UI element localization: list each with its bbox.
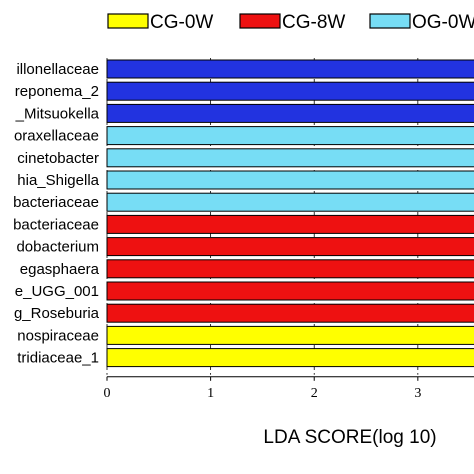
category-label-10: e_UGG_001: [15, 283, 99, 300]
category-label-3: oraxellaceae: [14, 128, 99, 145]
category-label-1: reponema_2: [15, 83, 99, 100]
bar-1: [106, 81, 474, 101]
category-label-5: hia_Shigella: [17, 172, 99, 189]
category-label-7: bacteriaceae: [13, 216, 99, 233]
x-axis-title: LDA SCORE(log 10): [263, 427, 436, 448]
bar-0: [106, 59, 474, 79]
category-label-6: bacteriaceae: [13, 194, 99, 211]
x-tick-label-3: 3: [414, 386, 421, 401]
bar-11: [106, 303, 474, 323]
bar-2: [106, 103, 474, 123]
category-label-8: dobacterium: [16, 239, 99, 256]
bar-12: [106, 325, 474, 345]
bar-4: [106, 148, 474, 168]
x-tick-label-1: 1: [207, 386, 214, 401]
category-label-0: illonellaceae: [16, 61, 99, 78]
legend-swatch-1: [239, 13, 281, 29]
bar-13: [106, 348, 474, 368]
category-label-11: g_Roseburia: [14, 305, 100, 322]
category-label-9: egasphaera: [20, 261, 100, 278]
legend-label-1: CG-8W: [282, 12, 345, 33]
legend-swatch-2: [369, 13, 411, 29]
legend-label-2: OG-0W: [412, 12, 474, 33]
bar-5: [106, 170, 474, 190]
x-tick-label-0: 0: [104, 386, 111, 401]
category-label-13: tridiaceae_1: [17, 350, 99, 367]
category-labels: illonellaceae reponema_2 _Mitsuokellaoraxe…: [13, 61, 100, 367]
legend-swatch-0: [107, 13, 149, 29]
category-label-12: nospiraceae: [17, 327, 99, 344]
bar-9: [106, 259, 474, 279]
bar-7: [106, 214, 474, 234]
bar-3: [106, 126, 474, 146]
x-tick-label-2: 2: [311, 386, 318, 401]
category-label-2: _Mitsuokella: [15, 105, 100, 122]
legend-label-0: CG-0W: [150, 12, 213, 33]
bar-10: [106, 281, 474, 301]
bar-8: [106, 237, 474, 257]
x-axis: 0 1 2 3: [104, 376, 474, 401]
bars: [106, 59, 474, 368]
bar-6: [106, 192, 474, 212]
category-label-4: cinetobacter: [17, 150, 99, 167]
